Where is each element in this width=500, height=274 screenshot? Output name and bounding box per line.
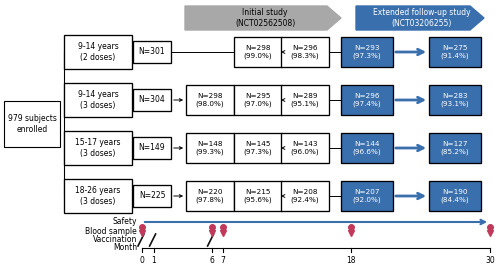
Text: 0: 0: [140, 256, 144, 265]
Text: N=207
(92.0%): N=207 (92.0%): [352, 189, 382, 203]
Text: 9-14 years
(3 doses): 9-14 years (3 doses): [78, 90, 118, 110]
Text: Month: Month: [113, 244, 137, 253]
Text: N=295
(97.0%): N=295 (97.0%): [244, 93, 272, 107]
Text: N=289
(95.1%): N=289 (95.1%): [290, 93, 320, 107]
Text: N=148
(99.3%): N=148 (99.3%): [196, 141, 224, 155]
FancyBboxPatch shape: [186, 85, 234, 115]
FancyBboxPatch shape: [234, 181, 282, 211]
FancyBboxPatch shape: [4, 101, 60, 147]
FancyBboxPatch shape: [341, 181, 393, 211]
Text: N=190
(84.4%): N=190 (84.4%): [440, 189, 470, 203]
FancyBboxPatch shape: [429, 133, 481, 163]
FancyBboxPatch shape: [64, 83, 132, 117]
FancyBboxPatch shape: [341, 85, 393, 115]
FancyBboxPatch shape: [281, 133, 329, 163]
FancyBboxPatch shape: [64, 179, 132, 213]
Text: N=301: N=301: [138, 47, 166, 56]
Text: N=215
(95.6%): N=215 (95.6%): [244, 189, 272, 203]
FancyBboxPatch shape: [133, 137, 171, 159]
Text: 6: 6: [209, 256, 214, 265]
FancyBboxPatch shape: [133, 41, 171, 63]
FancyBboxPatch shape: [234, 133, 282, 163]
Text: N=275
(91.4%): N=275 (91.4%): [440, 45, 470, 59]
Text: N=298
(99.0%): N=298 (99.0%): [244, 45, 272, 59]
Text: 7: 7: [221, 256, 226, 265]
FancyBboxPatch shape: [186, 181, 234, 211]
Text: N=149: N=149: [138, 144, 166, 153]
Text: N=225: N=225: [139, 192, 165, 201]
Text: N=220
(97.8%): N=220 (97.8%): [196, 189, 224, 203]
Text: N=127
(85.2%): N=127 (85.2%): [440, 141, 470, 155]
FancyBboxPatch shape: [429, 181, 481, 211]
Text: Safety: Safety: [112, 218, 137, 227]
Text: N=296
(98.3%): N=296 (98.3%): [290, 45, 320, 59]
FancyBboxPatch shape: [234, 85, 282, 115]
Text: N=298
(98.0%): N=298 (98.0%): [196, 93, 224, 107]
Text: Extended follow-up study
(NCT03206255): Extended follow-up study (NCT03206255): [373, 8, 471, 28]
Text: N=296
(97.4%): N=296 (97.4%): [352, 93, 382, 107]
Text: N=304: N=304: [138, 96, 166, 104]
FancyBboxPatch shape: [234, 37, 282, 67]
FancyArrow shape: [356, 6, 484, 30]
Text: N=208
(92.4%): N=208 (92.4%): [290, 189, 320, 203]
FancyBboxPatch shape: [281, 85, 329, 115]
Text: Blood sample: Blood sample: [85, 227, 137, 236]
FancyBboxPatch shape: [429, 85, 481, 115]
Text: 1: 1: [151, 256, 156, 265]
FancyBboxPatch shape: [64, 35, 132, 69]
FancyBboxPatch shape: [341, 37, 393, 67]
Text: 18-26 years
(3 doses): 18-26 years (3 doses): [76, 186, 120, 206]
Text: N=283
(93.1%): N=283 (93.1%): [440, 93, 470, 107]
Text: 9-14 years
(2 doses): 9-14 years (2 doses): [78, 42, 118, 62]
Text: 979 subjects
enrolled: 979 subjects enrolled: [8, 114, 56, 134]
FancyBboxPatch shape: [186, 133, 234, 163]
Text: 18: 18: [346, 256, 356, 265]
Text: Initial study
(NCT02562508): Initial study (NCT02562508): [235, 8, 295, 28]
Text: N=144
(96.6%): N=144 (96.6%): [352, 141, 382, 155]
Text: N=293
(97.3%): N=293 (97.3%): [352, 45, 382, 59]
FancyBboxPatch shape: [281, 181, 329, 211]
Text: 30: 30: [485, 256, 495, 265]
Text: Vaccination: Vaccination: [92, 235, 137, 244]
FancyBboxPatch shape: [281, 37, 329, 67]
FancyArrow shape: [185, 6, 341, 30]
FancyBboxPatch shape: [341, 133, 393, 163]
Text: 15-17 years
(3 doses): 15-17 years (3 doses): [75, 138, 121, 158]
Text: N=145
(97.3%): N=145 (97.3%): [244, 141, 272, 155]
FancyBboxPatch shape: [429, 37, 481, 67]
FancyBboxPatch shape: [133, 89, 171, 111]
FancyBboxPatch shape: [133, 185, 171, 207]
Text: N=143
(96.0%): N=143 (96.0%): [290, 141, 320, 155]
FancyBboxPatch shape: [64, 131, 132, 165]
